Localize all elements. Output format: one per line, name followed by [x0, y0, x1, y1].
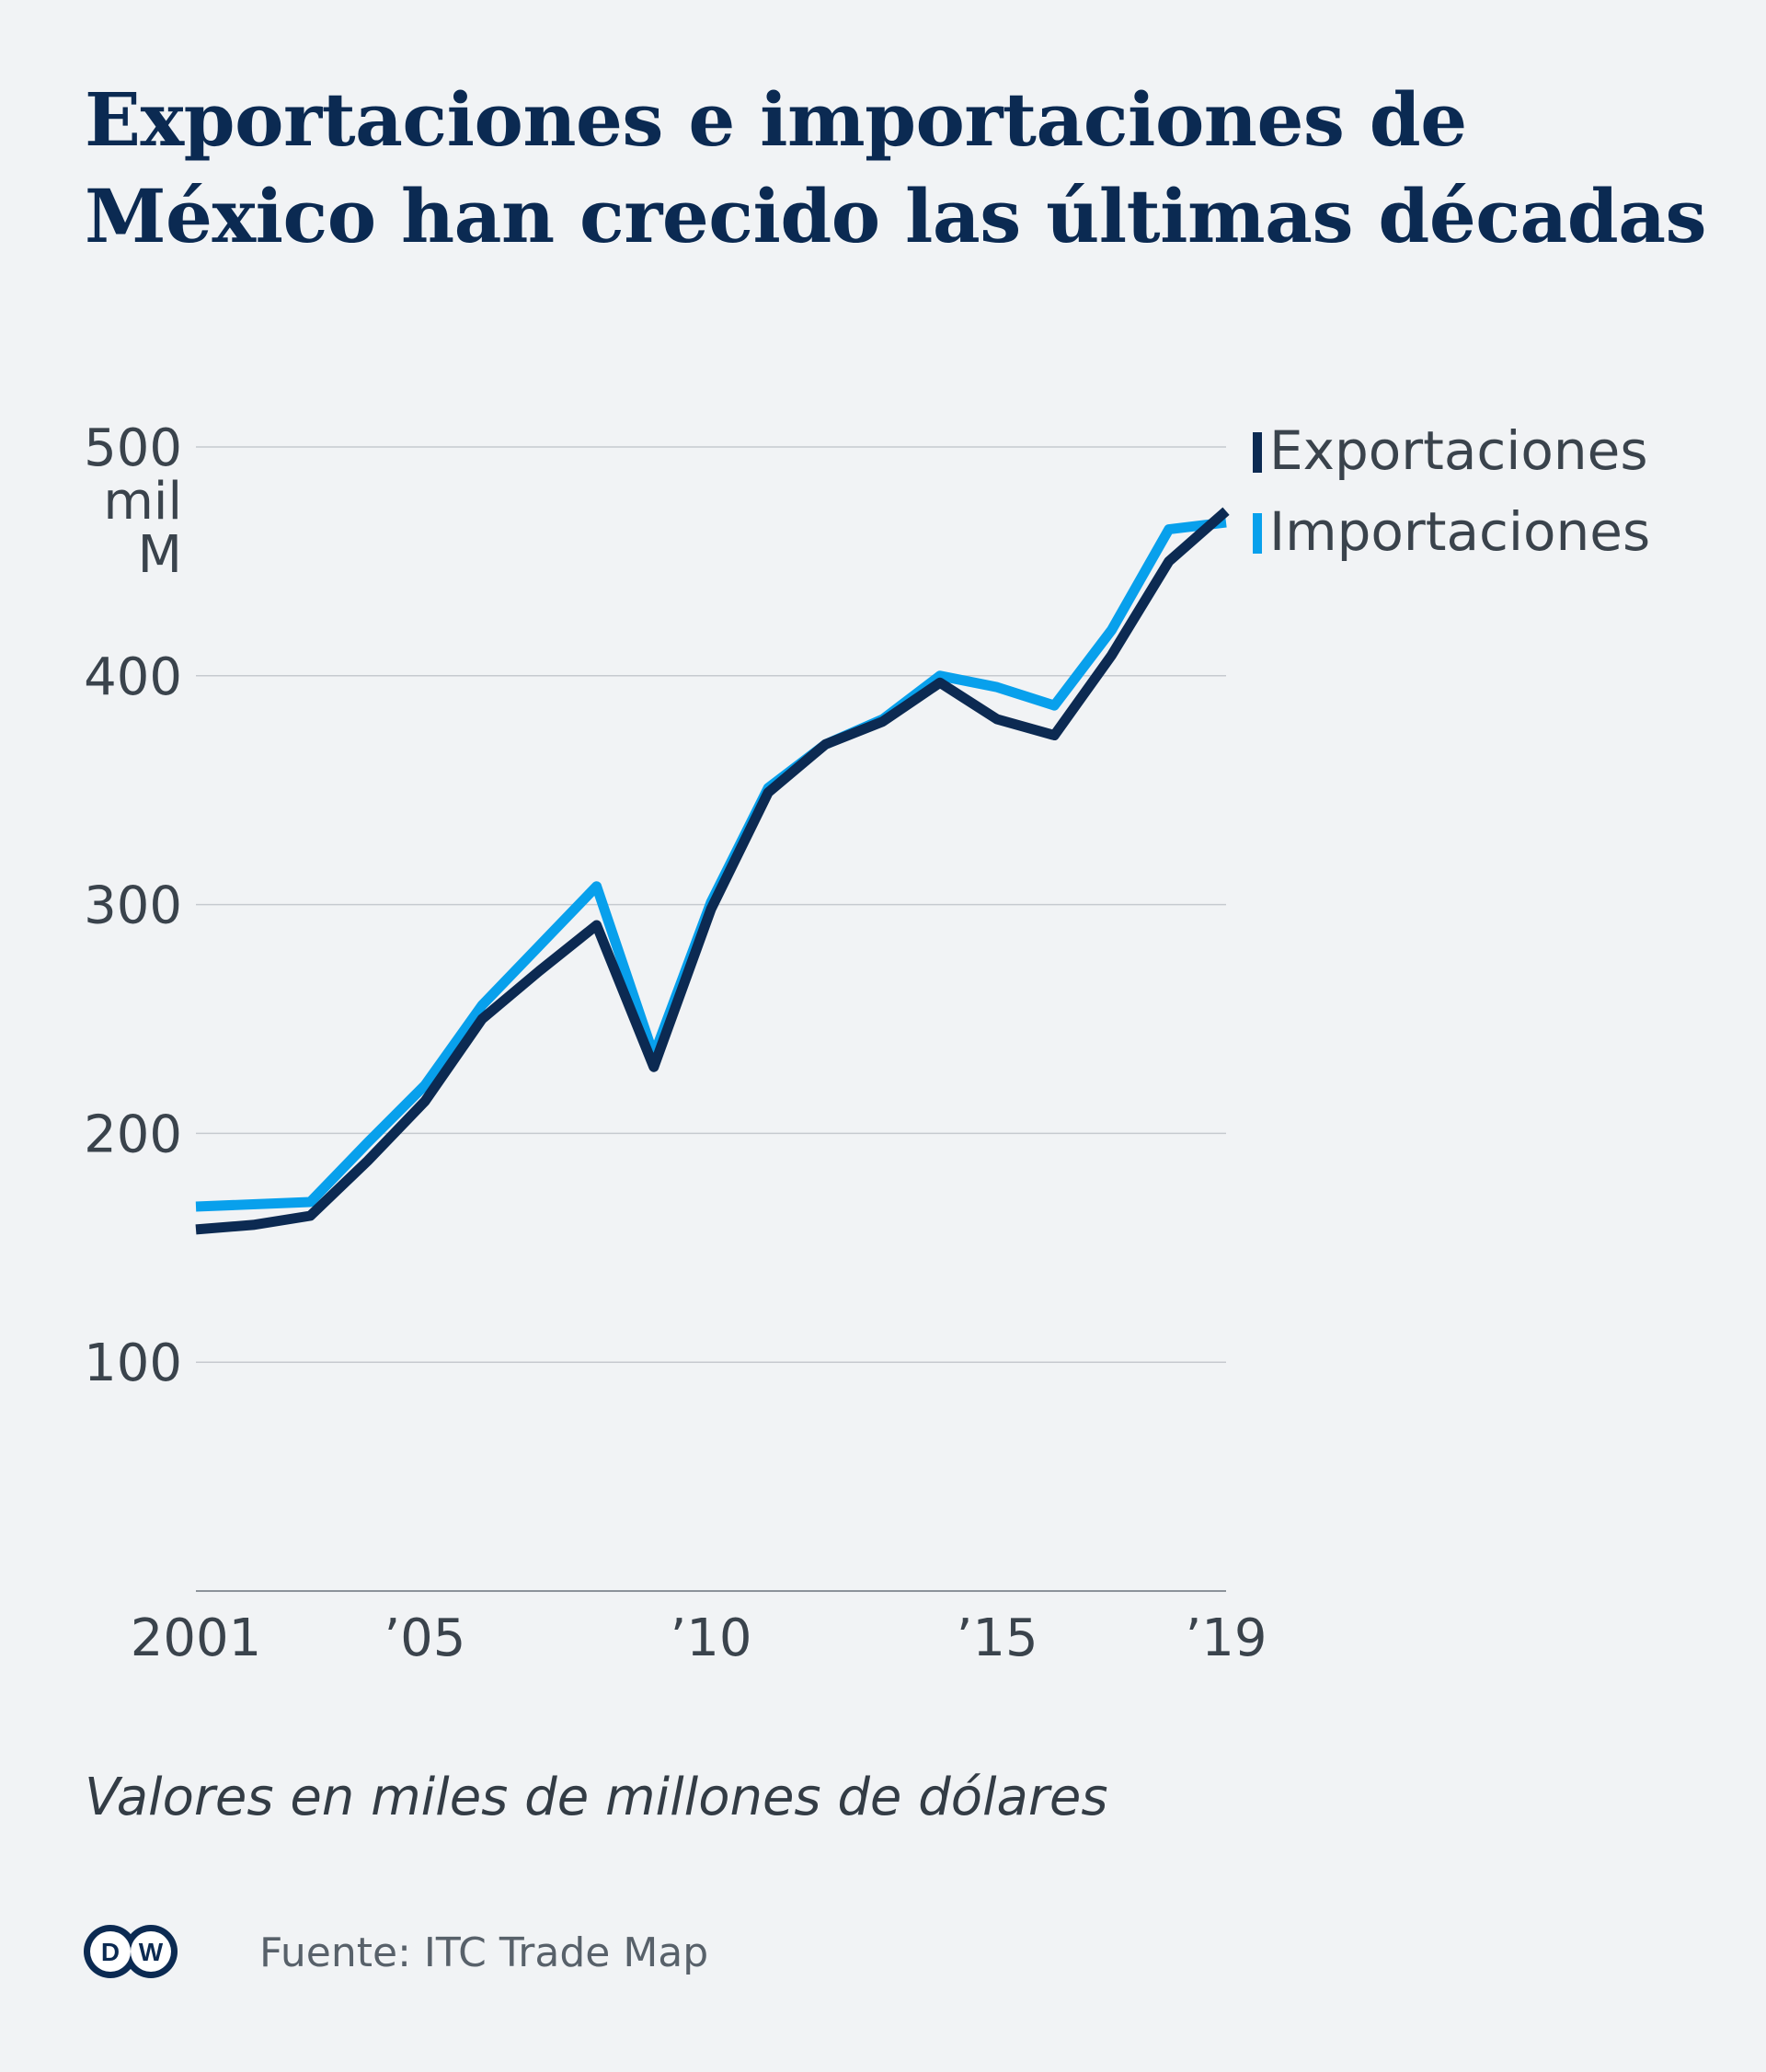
series-line-exportaciones [195, 507, 1230, 1235]
x-tick-label-2010: ’10 [670, 1608, 751, 1668]
source-note: Fuente: ITC Trade Map [259, 1929, 709, 1976]
x-tick-label-2019: ’19 [1185, 1608, 1267, 1668]
x-tick-label-2001: 2001 [131, 1608, 262, 1668]
series-line-importaciones [195, 517, 1227, 1212]
y-tick-label-200: 200 [84, 1105, 182, 1164]
chart-title: Exportaciones e importaciones de México … [85, 72, 1740, 265]
dw-logo: D W [84, 1925, 178, 1978]
legend-swatch-importaciones [1253, 513, 1262, 554]
title-line-1: Exportaciones e importaciones de [85, 76, 1467, 163]
y-tick-label-100: 100 [84, 1334, 182, 1393]
y-unit-label-0: mil [103, 472, 182, 532]
chart-subtitle: Valores en miles de millones de dólares [85, 1768, 1108, 1827]
legend-swatch-exportaciones [1253, 432, 1262, 473]
title-line-2: México han crecido las últimas décadas [85, 173, 1707, 259]
y-unit-label-1: M [138, 525, 182, 585]
legend-label-exportaciones: Exportaciones [1269, 419, 1648, 482]
y-tick-label-300: 300 [84, 876, 182, 936]
svg-text:D: D [101, 1938, 120, 1966]
svg-text:W: W [139, 1938, 164, 1966]
y-tick-label-400: 400 [84, 647, 182, 707]
x-tick-label-2015: ’15 [957, 1608, 1038, 1668]
y-tick-label-500: 500 [84, 418, 182, 478]
x-tick-label-2005: ’05 [384, 1608, 465, 1668]
legend-label-importaciones: Importaciones [1269, 500, 1650, 563]
